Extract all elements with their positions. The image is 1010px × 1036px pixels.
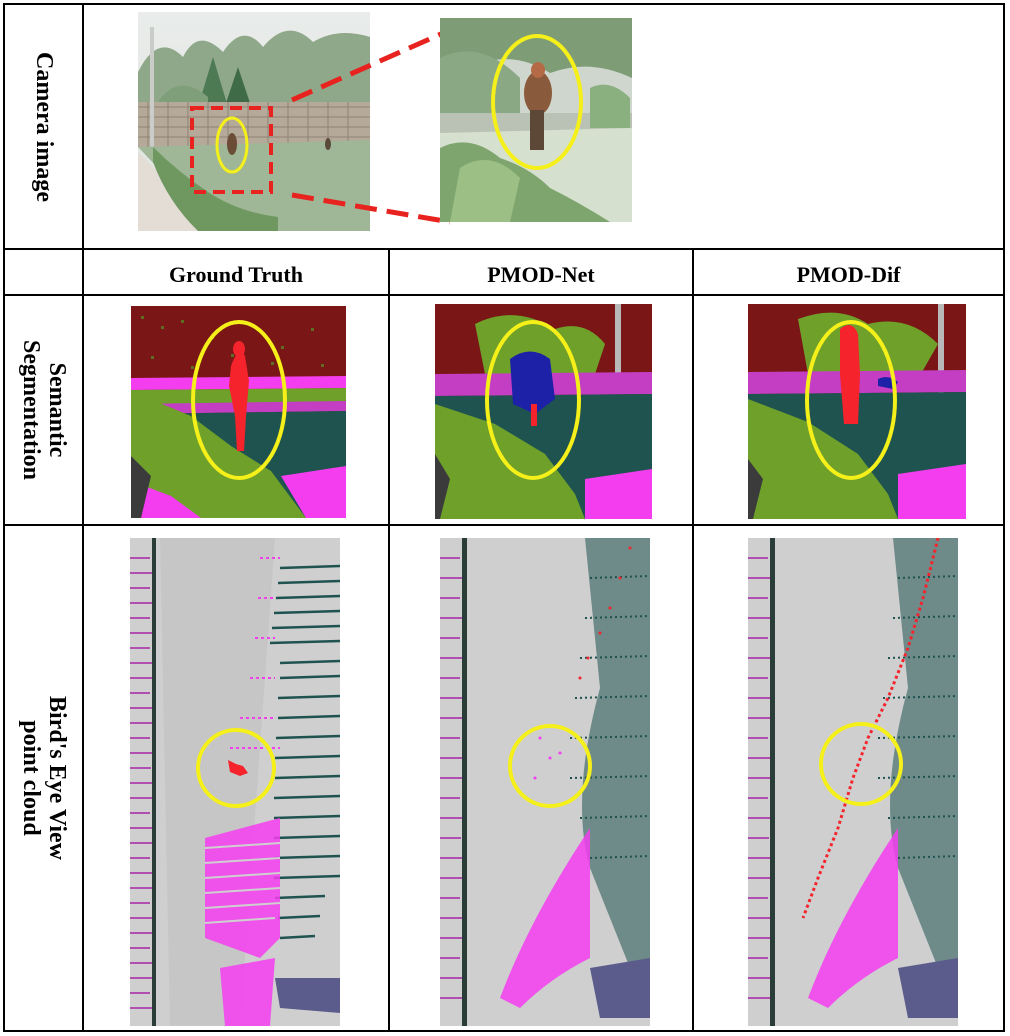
highlight-ellipse [196, 728, 276, 808]
camera-image-label: Camera image [30, 51, 57, 202]
highlight-ellipse [819, 722, 903, 806]
highlight-ellipse [485, 320, 581, 480]
zoom-box [190, 106, 273, 194]
figure-frame [3, 3, 1005, 1032]
bev-ground-truth [130, 538, 340, 1026]
highlight-ellipse [491, 34, 583, 170]
camera-image [138, 12, 370, 231]
highlight-ellipse [191, 320, 287, 480]
grid-line [3, 524, 1005, 526]
highlight-ellipse [508, 724, 592, 808]
segmentation-pmod-dif [748, 304, 966, 519]
bev-pmod-net [440, 538, 650, 1026]
segmentation-pmod-net [435, 304, 652, 519]
grid-line [388, 248, 390, 1032]
semantic-label-line2: Segmentation [17, 340, 44, 480]
row-label-bev: Bird's Eye View point cloud [5, 526, 82, 1030]
grid-line [82, 3, 84, 1032]
grid-line [692, 248, 694, 1032]
column-header-pmod-dif: PMOD-Dif [796, 262, 901, 287]
grid-line [3, 294, 1005, 296]
bev-label-line2: point cloud [17, 720, 44, 836]
highlight-ellipse [215, 116, 249, 174]
column-header-pmod-net: PMOD-Net [487, 262, 595, 287]
zoom-connector-lines [290, 27, 452, 225]
segmentation-ground-truth [131, 306, 346, 518]
highlight-ellipse [805, 320, 897, 480]
bev-pmod-dif [748, 538, 958, 1026]
row-label-semantic: Semantic Segmentation [5, 296, 82, 524]
grid-line [3, 248, 1005, 250]
camera-zoom-crop [440, 18, 632, 222]
bev-label-line1: Bird's Eye View [43, 695, 70, 861]
column-header-ground-truth: Ground Truth [169, 262, 303, 287]
semantic-label-line1: Semantic [43, 362, 70, 458]
row-label-camera: Camera image [5, 5, 82, 248]
